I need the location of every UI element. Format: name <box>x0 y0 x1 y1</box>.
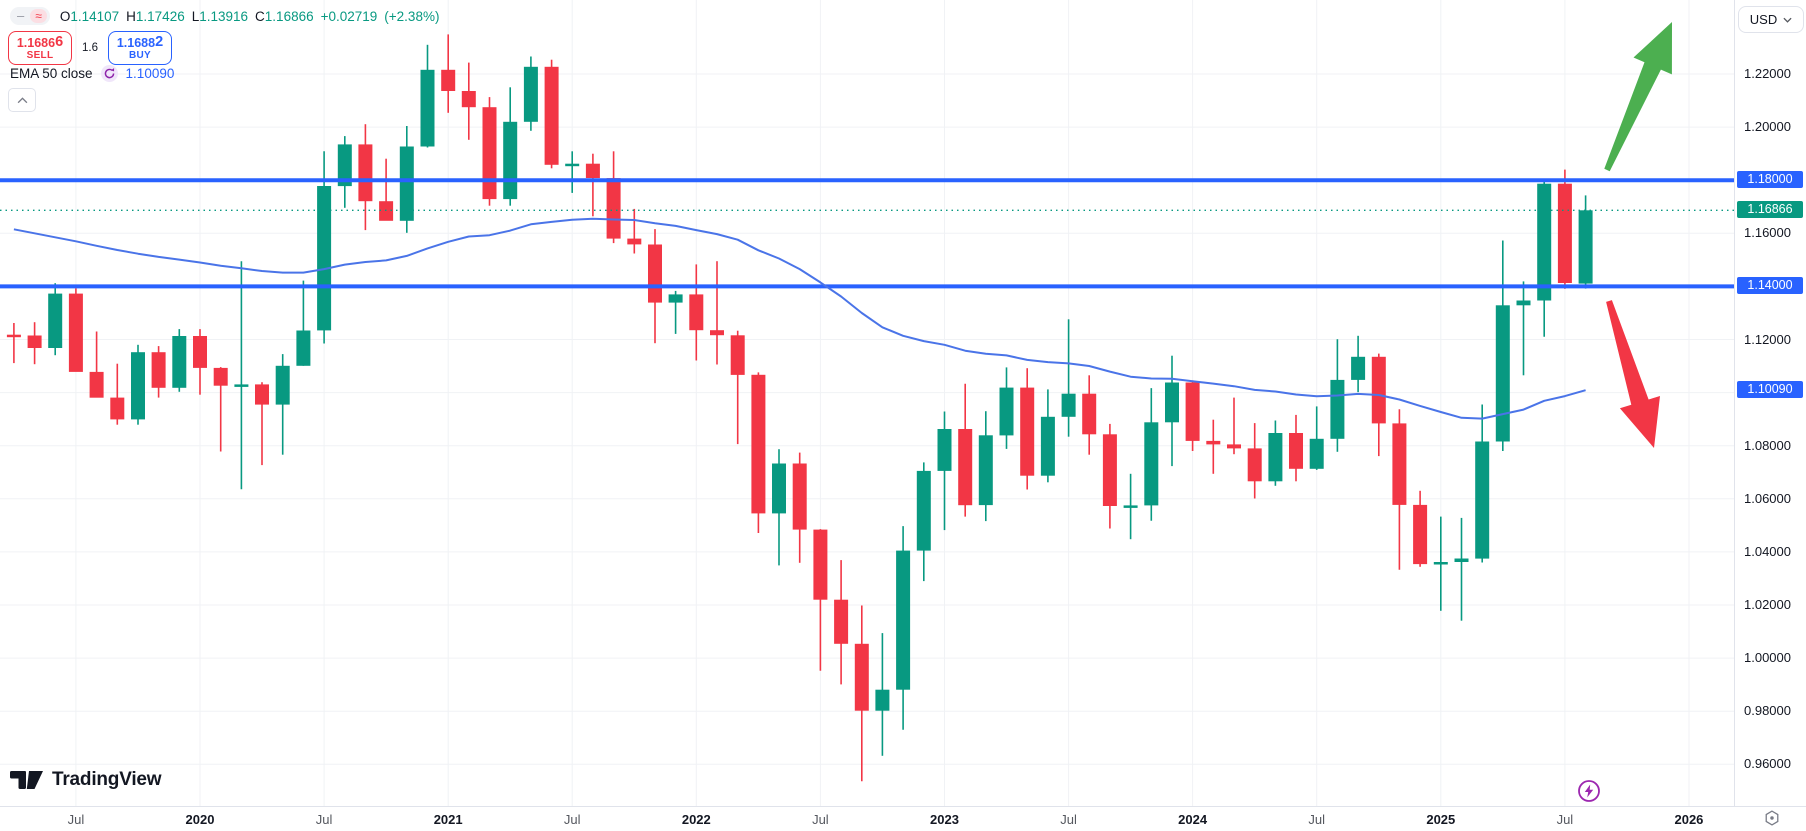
price-tick-label: 1.00000 <box>1744 650 1791 666</box>
price-badge: 1.14000 <box>1737 277 1803 295</box>
time-axis[interactable]: Jul 2020 Jul 2021 Jul 2022 Jul 2023 Jul 2024 Jul 20… <box>0 806 1806 831</box>
change-percent: (+2.38%) <box>384 8 440 24</box>
time-tick-month: Jul <box>315 812 333 827</box>
go-to-realtime-button[interactable] <box>1577 779 1601 803</box>
time-tick-year: 2025 <box>1426 812 1456 827</box>
lightning-icon <box>1578 780 1600 802</box>
collapse-legend-button[interactable] <box>8 88 36 112</box>
ohlc-open-label: O <box>59 8 71 24</box>
ohlc-close-value: 1.16866 <box>264 8 314 24</box>
indicator-name: EMA 50 close <box>10 65 93 81</box>
approx-icon: ≈ <box>30 9 47 23</box>
sell-price: 1.1686 <box>16 35 56 50</box>
buy-label: BUY <box>128 50 151 62</box>
recalculate-icon[interactable] <box>100 64 118 82</box>
buy-price: 1.1688 <box>116 35 156 50</box>
ohlc-low-value: 1.13916 <box>199 8 249 24</box>
price-tick-label: 0.98000 <box>1744 703 1791 719</box>
dash-icon: – <box>17 8 25 23</box>
time-tick-year: 2020 <box>185 812 215 827</box>
price-tick-label: 1.20000 <box>1744 119 1791 135</box>
time-tick-month: Jul <box>67 812 85 827</box>
price-tick-label: 1.12000 <box>1744 331 1791 347</box>
price-tick-label: 1.02000 <box>1744 597 1791 612</box>
currency-selector[interactable]: USD <box>1738 6 1804 33</box>
time-tick-year: 2021 <box>433 812 463 827</box>
sell-label: SELL <box>26 50 54 62</box>
symbol-pill[interactable]: – ≈ <box>10 7 50 25</box>
price-tick-label: 1.08000 <box>1744 437 1791 453</box>
ohlc-high-label: H <box>126 8 136 24</box>
trend-arrow-down[interactable] <box>1606 300 1660 448</box>
indicator-legend[interactable]: EMA 50 close 1.10090 <box>10 64 174 82</box>
logo-wordmark: TradingView <box>52 769 162 790</box>
sell-price-pip: 6 <box>55 33 64 50</box>
tradingview-mark-icon <box>10 771 43 789</box>
price-tick-label: 1.06000 <box>1744 490 1791 506</box>
spread-value: 1.6 <box>79 41 101 55</box>
price-tick-label: 0.96000 <box>1744 756 1791 772</box>
time-tick-month: Jul <box>563 812 581 827</box>
price-badge: 1.18000 <box>1737 171 1803 189</box>
time-tick-month: Jul <box>1308 812 1326 827</box>
time-tick-year: 2023 <box>930 812 959 827</box>
price-badge: 1.16866 <box>1737 201 1803 219</box>
time-tick-year: 2022 <box>681 812 711 827</box>
tradingview-logo[interactable]: TradingView <box>10 768 162 792</box>
price-tick-label: 1.16000 <box>1744 225 1791 241</box>
ohlc-close-label: C <box>255 8 265 24</box>
hexagon-dot-icon <box>1765 810 1779 826</box>
chevron-up-icon <box>17 96 27 103</box>
change-absolute: +0.02719 <box>320 8 378 24</box>
chart-canvas[interactable] <box>0 0 1734 806</box>
ohlc-readout: O1.14107 H1.17426 L1.13916 C1.16866 +0.0… <box>60 9 440 24</box>
price-badge: 1.10090 <box>1737 381 1803 399</box>
ohlc-high-value: 1.17426 <box>135 8 185 24</box>
ema-line <box>13 217 1586 420</box>
trend-arrow-up[interactable] <box>1604 22 1672 172</box>
axis-settings-button[interactable] <box>1761 808 1785 828</box>
buy-button[interactable]: 1.16882 BUY <box>108 31 172 65</box>
price-axis[interactable]: USD 1.22000 1.20000 1.18000 1.16000 1.14000 1… <box>1734 0 1806 806</box>
time-tick-month: Jul <box>1556 812 1574 827</box>
price-tick-label: 1.22000 <box>1744 66 1791 81</box>
time-tick-month: Jul <box>1060 812 1077 827</box>
time-tick-year: 2024 <box>1178 812 1208 827</box>
indicator-value: 1.10090 <box>125 65 175 81</box>
buy-price-pip: 2 <box>155 33 164 50</box>
price-tick-label: 1.04000 <box>1744 543 1791 559</box>
ohlc-open-value: 1.14107 <box>70 8 120 24</box>
currency-label: USD <box>1749 12 1778 27</box>
ohlc-low-label: L <box>191 8 200 24</box>
time-tick-year: 2026 <box>1674 812 1704 827</box>
sell-button[interactable]: 1.16866 SELL <box>8 31 72 65</box>
chevron-down-icon <box>1783 17 1792 23</box>
time-tick-month: Jul <box>812 812 829 827</box>
